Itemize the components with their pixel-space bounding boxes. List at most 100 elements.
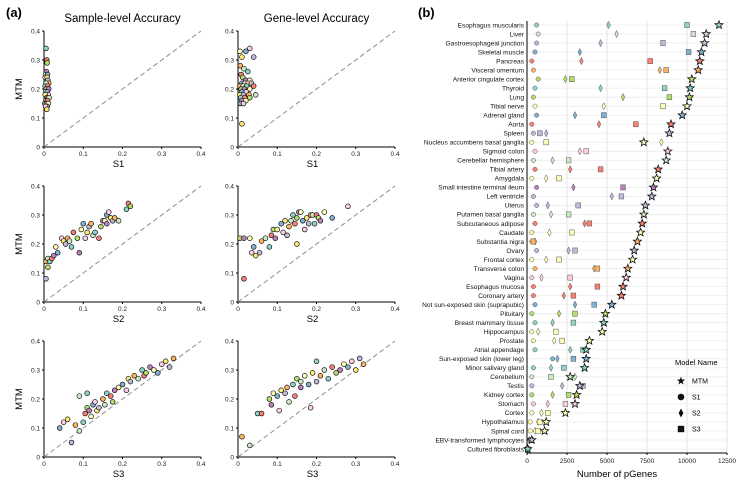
- data-point: [280, 229, 286, 236]
- marker-mtm: [693, 64, 704, 75]
- marker-mtm: [581, 344, 592, 355]
- y-tick-label: 0.1: [225, 270, 234, 277]
- marker-s1: [529, 275, 535, 281]
- y-tick-label: 0.4: [225, 183, 234, 190]
- data-point: [250, 54, 257, 60]
- tissue-row: Coronary artery: [478, 290, 627, 300]
- y-tick-label: 0: [36, 299, 40, 306]
- data-point: [248, 249, 255, 256]
- data-point: [111, 215, 118, 221]
- data-point: [68, 439, 75, 446]
- marker-s3: [569, 229, 575, 236]
- data-point: [303, 215, 310, 221]
- marker-s2: [620, 93, 626, 102]
- marker-s2: [550, 390, 555, 400]
- data-point: [82, 410, 88, 417]
- tissue-row: Spinal cord: [491, 425, 550, 436]
- marker-s3: [545, 410, 551, 416]
- tissue-label: Skeletal muscle: [478, 49, 525, 56]
- x-tick-label: 0.2: [118, 461, 127, 468]
- y-tick-label: 0: [230, 454, 234, 461]
- marker-s2: [566, 246, 571, 255]
- marker-mtm: [713, 19, 725, 30]
- marker-s3: [570, 292, 577, 299]
- tissue-label: Left ventricle: [487, 194, 525, 201]
- tissue-row: Small intestine terminal ileum: [438, 182, 659, 192]
- tissue-label: EBV-transformed lymphocytes: [435, 437, 524, 444]
- data-point: [84, 390, 90, 396]
- marker-mtm: [541, 416, 552, 427]
- marker-s1: [535, 76, 541, 82]
- data-point: [284, 232, 290, 239]
- data-point: [56, 425, 63, 431]
- data-point: [139, 367, 145, 373]
- data-point: [70, 229, 77, 236]
- y-tick-label: 0: [36, 454, 40, 461]
- marker-s2: [545, 399, 550, 409]
- x-axis-label: Number of pGenes: [577, 469, 658, 480]
- tissue-label: Aorta: [508, 122, 524, 129]
- tissue-row: Pituitary: [500, 308, 611, 318]
- data-point: [353, 367, 359, 373]
- data-point: [240, 100, 247, 107]
- diagonal-reference-line: [237, 340, 396, 458]
- marker-s1: [534, 184, 540, 190]
- marker-s2: [539, 273, 544, 282]
- x-tick-label: 0: [42, 306, 46, 313]
- marker-s2: [614, 29, 619, 39]
- tissue-row: Thyroid: [502, 82, 696, 93]
- tissue-row: Cerebellar hemisphere: [457, 155, 672, 165]
- marker-s3: [562, 401, 569, 407]
- data-point: [250, 83, 257, 89]
- tissue-row: Spleen: [503, 127, 675, 138]
- marker-s3: [565, 211, 572, 218]
- data-point: [329, 364, 335, 370]
- data-point: [278, 220, 284, 227]
- data-point: [301, 373, 308, 379]
- data-point: [115, 218, 122, 224]
- marker-s3: [597, 166, 604, 173]
- data-point: [88, 220, 94, 227]
- tissue-row: Esophagus muscularis: [458, 19, 725, 30]
- marker-s2: [568, 165, 573, 174]
- tissue-row: Ovary: [506, 245, 640, 255]
- marker-s2: [548, 363, 554, 372]
- data-point: [54, 249, 61, 256]
- x-tick-label: 10000: [678, 458, 696, 465]
- marker-s1: [529, 311, 535, 317]
- marker-s1: [532, 166, 538, 172]
- tissue-label: Visceral omentum: [471, 67, 524, 74]
- data-point: [266, 396, 273, 402]
- tissue-row: Putamen basal ganglia: [457, 209, 649, 219]
- data-point: [325, 375, 332, 382]
- data-point: [45, 264, 51, 270]
- data-point: [78, 226, 85, 233]
- data-point: [237, 48, 243, 55]
- tissue-row: Testis: [507, 380, 586, 390]
- x-tick-label: 0.1: [273, 461, 282, 468]
- tissue-label: Anterior cingulate cortex: [453, 76, 525, 83]
- legend-marker-square: [677, 425, 685, 433]
- marker-s3: [660, 40, 666, 46]
- tissue-label: Uterus: [505, 203, 525, 210]
- marker-mtm: [635, 227, 646, 237]
- marker-s3: [618, 193, 625, 200]
- data-point: [274, 226, 281, 233]
- data-point: [96, 235, 102, 241]
- tissue-row: Atrial appendage: [474, 344, 592, 355]
- marker-mtm: [648, 182, 659, 192]
- marker-s2: [552, 336, 557, 345]
- marker-s1: [534, 40, 540, 46]
- tissue-label: Tibial nerve: [490, 103, 524, 110]
- marker-s1: [530, 94, 536, 100]
- marker-mtm: [637, 218, 648, 228]
- marker-s1: [534, 112, 540, 118]
- diagonal-reference-line: [43, 185, 202, 303]
- scatter-plot-2: 0 0.1 0.2 0.3 0.4 0 0.1 0.2 0.3 0.4 S1 Gene-level A…: [225, 13, 400, 170]
- marker-s1: [530, 193, 536, 199]
- data-point: [76, 428, 83, 434]
- marker-s3: [620, 184, 626, 191]
- marker-mtm: [661, 155, 672, 165]
- data-point: [43, 45, 49, 52]
- tissue-row: Transverse colon: [474, 263, 633, 273]
